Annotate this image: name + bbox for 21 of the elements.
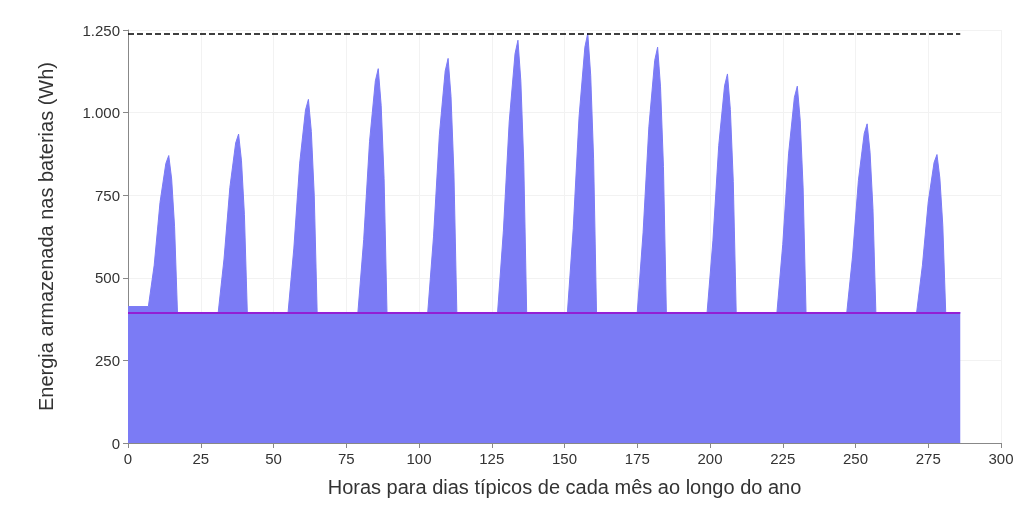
- y-tick-label: 750: [94, 186, 120, 204]
- y-tick-label: 250: [94, 351, 120, 369]
- x-tick-label: 150: [551, 450, 578, 467]
- x-tick-label: 175: [624, 450, 650, 467]
- y-tick-label: 1.000: [82, 104, 120, 122]
- x-tick-label: 250: [842, 450, 869, 467]
- y-tick-label: 0: [111, 434, 120, 452]
- y-tick-label: 1.250: [82, 21, 120, 39]
- x-tick-label: 200: [697, 450, 723, 467]
- x-tick-label: 125: [479, 450, 505, 467]
- x-tick-label: 100: [406, 450, 432, 467]
- y-axis-title: Energia armazenada nas baterias (Wh): [35, 61, 57, 412]
- x-tick-label: 0: [123, 450, 133, 467]
- x-axis-title: Horas para dias típicos de cada mês ao longo do ano: [327, 476, 802, 498]
- x-tick-label: 50: [265, 450, 282, 467]
- y-tick-label: 500: [94, 269, 120, 287]
- x-tick-label: 300: [988, 450, 1014, 467]
- x-tick-label: 25: [192, 450, 210, 467]
- x-tick-label: 225: [770, 450, 796, 467]
- x-tick-label: 275: [915, 450, 941, 467]
- x-tick-label: 75: [337, 450, 355, 467]
